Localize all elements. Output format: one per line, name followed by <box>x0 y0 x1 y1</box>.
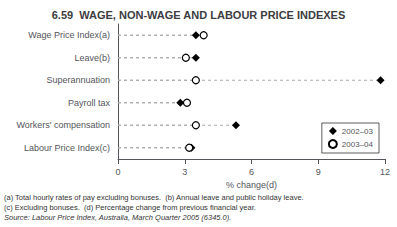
svg-text:9: 9 <box>316 167 321 177</box>
svg-text:3: 3 <box>182 167 187 177</box>
svg-text:6: 6 <box>249 167 254 177</box>
svg-text:0: 0 <box>115 167 120 177</box>
svg-text:12: 12 <box>380 167 390 177</box>
svg-text:Workers' compensation: Workers' compensation <box>16 120 110 130</box>
svg-text:Payroll tax: Payroll tax <box>68 98 111 108</box>
svg-text:Labour Price Index(c): Labour Price Index(c) <box>24 143 110 153</box>
svg-text:Superannuation: Superannuation <box>46 75 110 85</box>
svg-text:Leave(b): Leave(b) <box>74 53 110 63</box>
svg-text:2003–04: 2003–04 <box>342 140 374 149</box>
svg-text:Source: Labour Price Index, Au: Source: Labour Price Index, Australia, M… <box>4 213 231 222</box>
svg-text:(c) Excluding bonuses. (d) Pe: (c) Excluding bonuses. (d) Percentage ch… <box>4 203 256 212</box>
svg-text:Wage Price Index(a): Wage Price Index(a) <box>28 30 110 40</box>
svg-text:(a) Total hourly rates of pay: (a) Total hourly rates of pay excluding … <box>4 193 304 202</box>
svg-text:6.59 WAGE, NON-WAGE AND LABOU: 6.59 WAGE, NON-WAGE AND LABOUR PRICE IND… <box>52 9 346 21</box>
svg-text:% change(d): % change(d) <box>226 180 277 190</box>
svg-text:2002–03: 2002–03 <box>342 127 374 136</box>
